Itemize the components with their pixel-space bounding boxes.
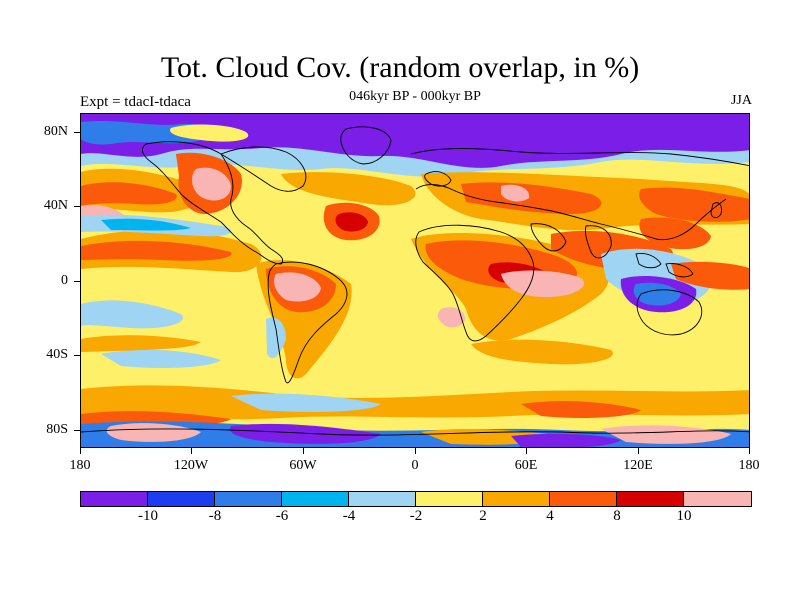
y-tickmark — [74, 355, 80, 356]
colorbar-label: 4 — [546, 508, 554, 524]
pacific-deepblue — [101, 218, 191, 231]
coastlines — [81, 126, 749, 436]
canada-pink — [191, 167, 231, 201]
southern-ocean-blue — [231, 393, 381, 412]
season-label: JJA — [730, 93, 752, 108]
colorbar-swatch — [617, 492, 684, 506]
colorbar-swatch — [81, 492, 148, 506]
x-tick-label: 120W — [173, 458, 209, 473]
colorbar-swatch — [684, 492, 751, 506]
samerica-blue — [266, 317, 286, 359]
antarctic-pink-left — [106, 423, 201, 442]
experiment-label: Expt = tdacI-tdaca — [80, 94, 191, 110]
colorbar-label: 10 — [676, 508, 692, 524]
colorbar-label: -2 — [409, 508, 423, 524]
y-tickmark — [74, 132, 80, 133]
x-tick-label: 180 — [738, 458, 760, 473]
antarctic-pink-right — [601, 425, 731, 444]
x-tick-label: 0 — [411, 458, 419, 473]
natl-orange — [281, 172, 416, 206]
indian-ocean-pink — [501, 270, 585, 298]
y-tick-label: 0 — [61, 273, 68, 288]
x-tick-label: 120E — [623, 458, 653, 473]
spac-orange — [81, 335, 201, 352]
x-tickmark — [638, 448, 639, 454]
spac-blue — [81, 300, 183, 329]
antarctic-purple-right — [511, 433, 621, 447]
antarctic-purple — [230, 423, 381, 444]
eurasia-red — [461, 182, 602, 214]
colorbar-swatch — [349, 492, 416, 506]
x-tick-label: 180 — [69, 458, 91, 473]
colorbar-swatch — [215, 492, 282, 506]
arctic-purple-band — [81, 114, 749, 168]
wpac-red — [671, 261, 749, 290]
colorbar-swatch — [416, 492, 483, 506]
map-panel — [80, 113, 750, 448]
y-tickmark — [74, 430, 80, 431]
x-tick-label: 60W — [289, 458, 317, 473]
map-subtitle: 046kyr BP - 000kyr BP — [349, 89, 481, 104]
natl-darkred — [335, 212, 368, 232]
samerica-pink — [274, 272, 321, 302]
y-tickmark — [74, 206, 80, 207]
colorbar-swatch — [550, 492, 617, 506]
colorbar — [80, 491, 752, 507]
colorbar-swatch — [483, 492, 550, 506]
colorbar-label: -4 — [342, 508, 356, 524]
x-tickmark — [415, 448, 416, 454]
colorbar-label: -6 — [275, 508, 289, 524]
cloud-cover-field — [81, 114, 749, 447]
arctic-yellow-gap — [170, 124, 249, 142]
eurasia-pink — [501, 184, 530, 202]
npac-red — [81, 182, 177, 206]
y-tick-label: 40N — [43, 198, 68, 213]
east-africa-pink — [437, 307, 466, 328]
australia-blue — [633, 282, 681, 306]
y-tick-label: 80S — [46, 422, 68, 437]
colorbar-swatch — [148, 492, 215, 506]
x-tickmark — [80, 448, 81, 454]
southern-ocean-red-2 — [521, 401, 641, 418]
y-tick-label: 40S — [46, 347, 68, 362]
y-tick-label: 80N — [43, 124, 68, 139]
x-tickmark — [749, 448, 750, 454]
spac-blue-2 — [101, 349, 221, 368]
colorbar-label: 2 — [479, 508, 487, 524]
colorbar-label: 8 — [613, 508, 621, 524]
map-title: Tot. Cloud Cov. (random overlap, in %) — [160, 51, 640, 84]
east-asia-red — [639, 217, 711, 250]
x-tick-label: 60E — [514, 458, 538, 473]
x-tickmark — [526, 448, 527, 454]
trop-pacific-red — [81, 240, 232, 261]
x-tickmark — [191, 448, 192, 454]
colorbar-label: -10 — [138, 508, 158, 524]
colorbar-label: -8 — [208, 508, 222, 524]
colorbar-swatch — [282, 492, 349, 506]
x-tickmark — [303, 448, 304, 454]
sindian-orange — [471, 339, 613, 365]
y-tickmark — [74, 281, 80, 282]
